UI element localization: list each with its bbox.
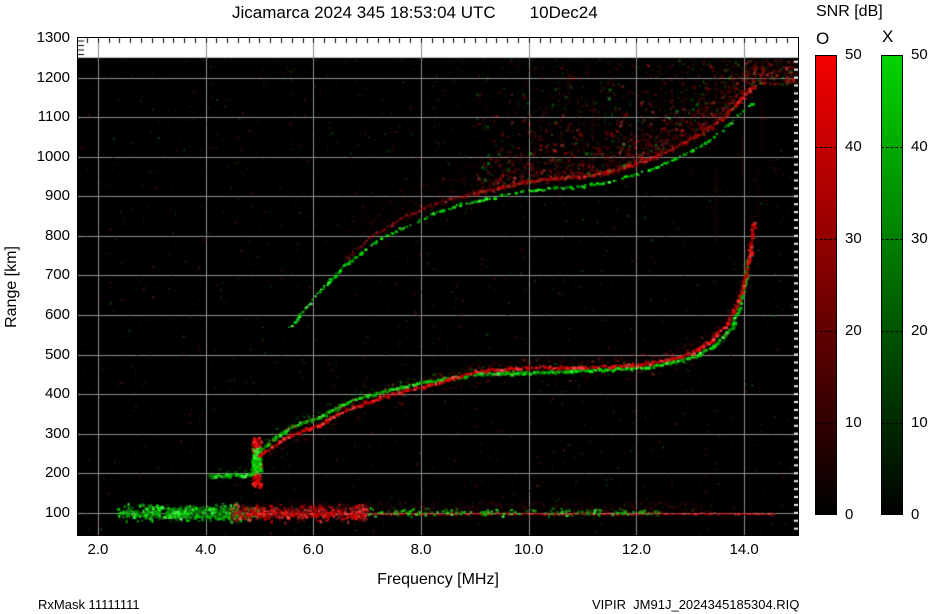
colorbar-tick-label: 30 xyxy=(845,230,862,247)
plot-title: Jicamarca 2024 345 18:53:04 UTC 10Dec24 xyxy=(232,3,598,23)
y-tick-label: 600 xyxy=(44,305,70,323)
colorbar-tick-label: 0 xyxy=(911,506,920,523)
colorbar-tick-dash xyxy=(881,147,903,148)
colorbar-tick-dash xyxy=(881,239,903,240)
x-tick-label: 4.0 xyxy=(195,541,217,558)
colorbar-o-mode-label: O xyxy=(816,29,830,48)
colorbar-x-bar xyxy=(881,55,903,515)
colorbar-tick-dash xyxy=(815,147,837,148)
colorbar-tick-dash xyxy=(881,331,903,332)
colorbar-tick-label: 40 xyxy=(845,138,862,155)
y-tick-label: 200 xyxy=(44,464,70,482)
y-tick-label: 1000 xyxy=(36,147,70,165)
colorbar-x-mode-label: X xyxy=(882,27,894,46)
colorbar-tick-label: 10 xyxy=(911,414,928,431)
colorbar-tick-label: 20 xyxy=(845,322,862,339)
colorbar-tick-label: 10 xyxy=(845,414,862,431)
y-tick-label: 800 xyxy=(44,226,70,244)
x-axis-label: Frequency [MHz] xyxy=(377,571,499,588)
y-tick-label: 700 xyxy=(44,266,70,284)
colorbar-o-bar xyxy=(815,55,837,515)
colorbar-tick-label: 0 xyxy=(845,506,854,523)
y-tick-label: 900 xyxy=(44,187,70,205)
colorbar-tick-label: 40 xyxy=(911,138,928,155)
title-datetime: Jicamarca 2024 345 18:53:04 UTC xyxy=(232,3,496,22)
x-tick-label: 14.0 xyxy=(729,541,759,558)
colorbar-tick-dash xyxy=(815,331,837,332)
colorbar-tick-label: 20 xyxy=(911,322,928,339)
x-tick-label: 12.0 xyxy=(621,541,652,558)
colorbar-tick-dash xyxy=(815,423,837,424)
y-tick-label: 1100 xyxy=(37,108,70,126)
colorbar-tick-label: 30 xyxy=(911,230,928,247)
colorbar-tick-dash xyxy=(815,239,837,240)
x-tick-label: 10.0 xyxy=(514,541,544,558)
y-tick-label: 100 xyxy=(44,503,70,521)
y-tick-label: 400 xyxy=(44,385,70,403)
filename-text: VIPIR JM91J_2024345185304.RIQ xyxy=(592,597,800,612)
x-tick-label: 6.0 xyxy=(302,541,324,558)
y-tick-label: 1200 xyxy=(36,68,70,86)
x-tick-label: 2.0 xyxy=(87,541,109,558)
colorbar-title: SNR [dB] xyxy=(816,3,883,20)
colorbar-tick-label: 50 xyxy=(911,46,928,63)
colorbar-tick-label: 50 xyxy=(845,46,862,63)
ionogram-canvas xyxy=(78,38,798,535)
plot-frame xyxy=(77,37,799,536)
x-tick-label: 8.0 xyxy=(410,541,432,558)
y-tick-label: 1300 xyxy=(36,29,70,46)
rxmask-text: RxMask 11111111 xyxy=(38,597,140,612)
colorbar-tick-dash xyxy=(881,423,903,424)
y-tick-label: 300 xyxy=(44,424,70,442)
title-date: 10Dec24 xyxy=(529,3,598,22)
y-tick-label: 500 xyxy=(44,345,70,363)
